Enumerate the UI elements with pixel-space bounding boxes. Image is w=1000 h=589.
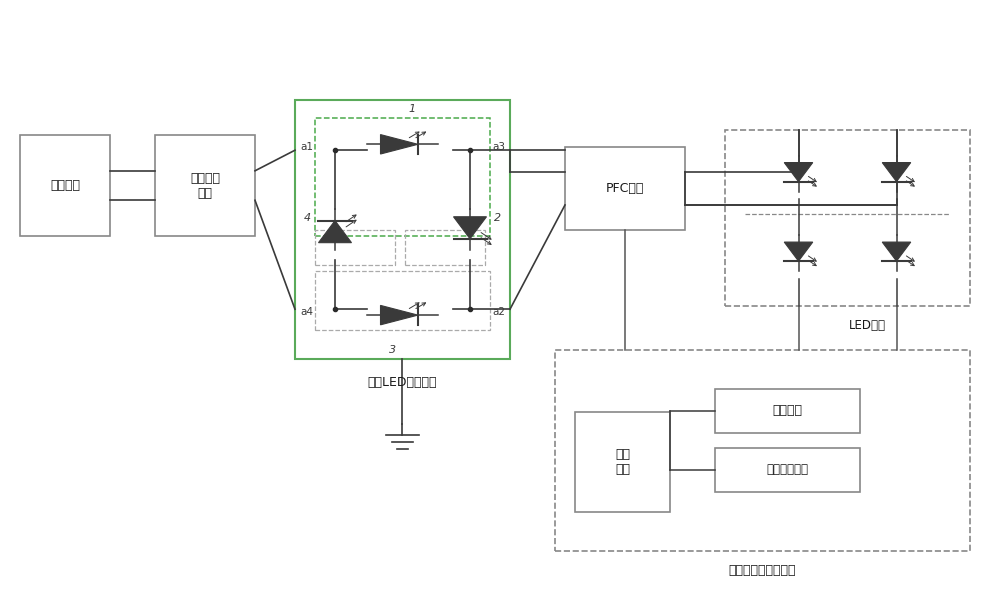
Bar xyxy=(565,147,685,230)
Text: a2: a2 xyxy=(492,307,505,317)
Text: 4: 4 xyxy=(303,213,311,223)
Bar xyxy=(315,271,490,330)
Bar xyxy=(315,118,490,236)
Bar xyxy=(295,100,510,359)
Polygon shape xyxy=(318,221,352,243)
Bar xyxy=(575,412,670,512)
Text: 控制
芯片: 控制 芯片 xyxy=(615,448,630,477)
Polygon shape xyxy=(882,163,911,181)
Text: 调光电路: 调光电路 xyxy=(772,404,802,418)
Text: 电源滤波
电路: 电源滤波 电路 xyxy=(190,171,220,200)
Text: 调光与恒流控制电路: 调光与恒流控制电路 xyxy=(729,564,796,577)
Text: 电流取样电路: 电流取样电路 xyxy=(767,463,808,477)
Bar xyxy=(20,135,110,236)
Bar xyxy=(555,350,970,551)
Text: 3: 3 xyxy=(389,346,396,355)
Text: a3: a3 xyxy=(492,143,505,152)
Text: 2: 2 xyxy=(494,213,502,223)
Polygon shape xyxy=(784,242,813,261)
Polygon shape xyxy=(380,306,418,325)
Bar xyxy=(715,448,860,492)
Text: a4: a4 xyxy=(300,307,313,317)
Text: a1: a1 xyxy=(300,143,313,152)
Text: 1: 1 xyxy=(409,104,416,114)
Bar xyxy=(155,135,255,236)
Text: 桥式LED整流电路: 桥式LED整流电路 xyxy=(368,376,437,389)
Text: PFC电路: PFC电路 xyxy=(606,182,644,195)
Text: 市电电源: 市电电源 xyxy=(50,179,80,192)
Bar xyxy=(315,230,395,265)
Polygon shape xyxy=(380,135,418,154)
Polygon shape xyxy=(882,242,911,261)
Bar xyxy=(725,130,970,306)
Polygon shape xyxy=(784,163,813,181)
Bar xyxy=(715,389,860,433)
Bar xyxy=(405,230,485,265)
Polygon shape xyxy=(454,217,487,239)
Text: LED电路: LED电路 xyxy=(849,319,886,332)
